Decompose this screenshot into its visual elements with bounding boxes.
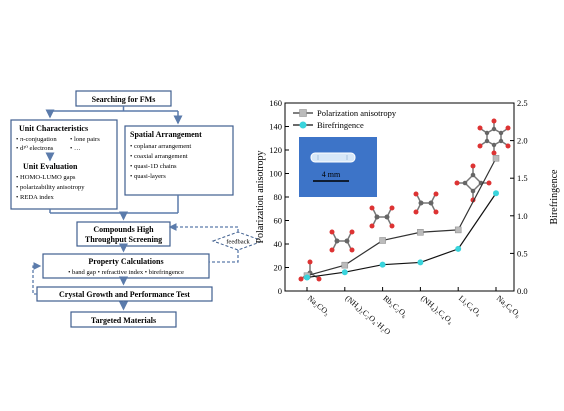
point-birefringence [493,190,499,197]
spatial-arrangement-title: Spatial Arrangement [130,130,202,139]
point-birefringence [455,245,462,252]
left-tick-label: 160 [269,98,282,108]
molecule-li2c4o4 [454,163,492,203]
unit-char-item-4: • … [70,145,81,152]
right-tick-label: 1.5 [517,173,528,183]
point-polarization [492,154,500,162]
property-calc-items: • band gap • refractive index • birefrin… [68,269,184,276]
unit-evaluation-title: Unit Evaluation [23,162,78,171]
x-tick-label: Na₂C₆O₆ [495,294,523,320]
left-axis: 0 20 40 60 80 100 120 140 160 [269,98,289,296]
legend-label-birefringence: Birefringence [317,120,364,130]
left-tick-label: 120 [269,145,282,155]
legend: Polarization anisotropy Birefringence [293,108,397,130]
property-calc-title: Property Calculations [88,257,163,266]
search-label: Searching for FMs [92,95,156,104]
scale-bar-label: 4 mm [322,170,341,179]
unit-char-item-1: • π-conjugation [16,136,57,143]
x-tick-label: (NH₄)₂C₄O₄ [419,294,455,326]
y-axis-label: Polarization anisotropy [255,150,266,243]
molecule-nh4-squarate [413,191,439,215]
x-tick-label: Li₂C₄O₄ [457,294,483,318]
screening-line-1: Compounds High [93,225,154,234]
series-line-1 [306,192,497,279]
legend-marker-polarization [299,109,307,117]
unit-group-box [10,119,118,210]
spatial-item-3: • quasi-1D chains [130,163,177,170]
right-tick-label: 2.5 [517,98,528,108]
series-layer [303,154,500,281]
point-polarization [417,229,424,236]
left-tick-label: 0 [278,286,282,296]
crystal-label: Crystal Growth and Performance Test [59,290,190,299]
anisotropy-chart: 0 20 40 60 80 100 120 140 160 0.0 0.5 1.0 1.5 2.0 2.5… [255,98,560,335]
spatial-item-1: • coplanar arrangement [130,143,191,150]
unit-char-item-3: • d¹⁰ electrons [16,145,54,152]
right-tick-label: 2.0 [517,136,528,146]
x-tick-label: Rb₂C₂O₆ [381,294,409,320]
screening-line-2: Throughput Screening [85,235,162,244]
molecule-oxalate [329,229,355,253]
right-tick-label: 0.0 [517,286,528,296]
series-line-0 [306,157,497,277]
y2-axis-label: Birefringence [549,169,560,225]
right-tick-label: 1.0 [517,211,528,221]
left-tick-label: 40 [274,239,283,249]
point-polarization [341,261,349,269]
unit-char-item-2: • lone pairs [70,136,100,143]
unit-eval-item-3: • REDA index [16,194,55,201]
feedback-diamond [211,231,260,251]
unit-characteristics-title: Unit Characteristics [19,124,88,133]
targeted-label: Targeted Materials [91,316,156,325]
molecule-na2c6o6 [477,118,511,156]
left-tick-label: 140 [269,122,282,132]
point-birefringence [341,269,348,276]
spatial-item-2: • coaxial arrangement [130,153,188,160]
point-polarization [454,226,462,234]
left-tick-label: 100 [269,169,282,179]
spatial-item-4: • quasi-layers [130,173,166,180]
x-tick-label: Na₂CO₃ [306,294,332,318]
feedback-label: feedback [226,239,250,246]
point-birefringence [379,261,386,268]
legend-label-polarization: Polarization anisotropy [317,108,397,118]
flowchart: Searching for FMs Unit Characteristics •… [10,90,260,328]
point-birefringence [417,259,424,266]
unit-eval-item-1: • HOMO-LUMO gaps [16,174,76,181]
molecule-rb2c2o6 [369,205,395,229]
left-tick-label: 20 [274,263,283,273]
legend-marker-birefringence [299,121,307,129]
left-tick-label: 80 [274,192,283,202]
targeted-box [70,311,177,328]
point-birefringence [304,274,310,281]
spatial-arrangement-box [124,125,234,196]
crystal-photo-inset: 4 mm [299,137,377,197]
right-tick-label: 0.5 [517,248,528,258]
unit-eval-item-2: • polarizability anisotropy [16,184,85,191]
point-polarization [379,237,386,244]
right-axis: 0.0 0.5 1.0 1.5 2.0 2.5 [510,98,528,296]
left-tick-label: 60 [274,216,283,226]
